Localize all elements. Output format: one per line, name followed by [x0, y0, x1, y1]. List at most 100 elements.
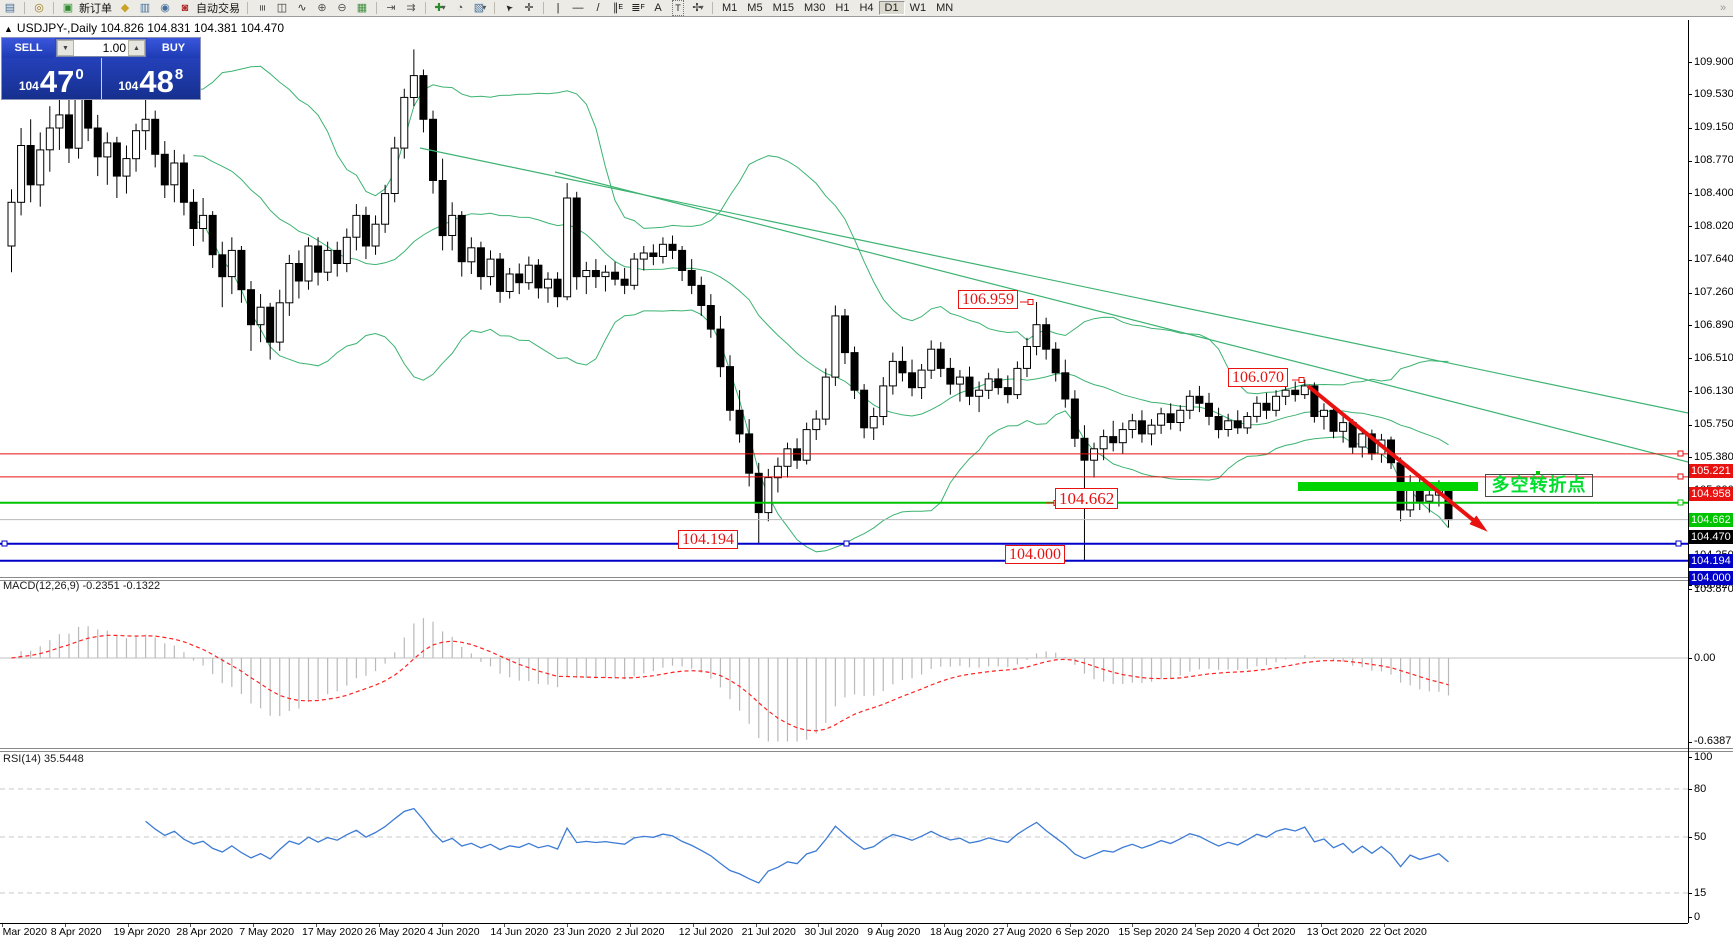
price-tick-label: 106.510 — [1694, 351, 1733, 364]
tf-mn[interactable]: MN — [936, 2, 954, 14]
date-label: 13 Oct 2020 — [1306, 926, 1365, 938]
price-tick-label: 105.750 — [1694, 418, 1733, 431]
time-tick — [1320, 924, 1322, 927]
panel-separator-rsi[interactable] — [0, 748, 1733, 752]
rsi-scale-label: 15 — [1694, 886, 1707, 899]
annotation-104662[interactable]: 104.662 — [1055, 488, 1119, 509]
text-icon[interactable]: A — [654, 2, 662, 14]
trendline-icon[interactable]: / — [596, 2, 600, 14]
rsi-scale-label: 100 — [1694, 750, 1713, 763]
tf-m1[interactable]: M1 — [722, 2, 738, 14]
text-label-icon[interactable]: T — [669, 0, 687, 16]
price-tick-label: 109.530 — [1694, 87, 1733, 100]
tf-m30[interactable]: M30 — [803, 2, 826, 14]
buy-price-big: 48 — [139, 64, 174, 99]
period-clock-icon[interactable]: ◔ — [456, 2, 464, 14]
tf-d1[interactable]: D1 — [878, 1, 905, 15]
time-tick — [1258, 924, 1259, 927]
pivot-annotation-handle[interactable] — [1536, 471, 1540, 475]
annotation-106959[interactable]: 106.959 — [958, 290, 1018, 309]
tile-windows-icon[interactable]: ▦ — [356, 2, 368, 14]
date-label: 6 Sep 2020 — [1055, 926, 1110, 938]
annotation-104194[interactable]: 104.194 — [678, 530, 738, 549]
toolbar-separator — [494, 2, 495, 14]
volume-stepper: ▼ ▲ — [56, 39, 146, 57]
axis-tick — [1688, 358, 1692, 360]
macd-panel-canvas[interactable] — [0, 579, 1688, 748]
pivot-text-annotation[interactable]: 多空转折点 — [1485, 474, 1593, 497]
tf-w1[interactable]: W1 — [909, 2, 927, 14]
toolbar-separator — [24, 2, 25, 14]
sell-price-button[interactable]: 104 47 0 — [2, 58, 102, 99]
axis-tick — [1688, 589, 1692, 591]
shapes-icon[interactable]: ✢ ▾ — [692, 2, 704, 14]
auto-scroll-icon[interactable]: ⇉ — [406, 2, 416, 14]
time-tick — [692, 924, 694, 927]
volume-input[interactable] — [74, 40, 128, 56]
sell-price-prefix: 104 — [18, 79, 39, 93]
date-label: 21 Jul 2020 — [741, 926, 796, 938]
zoom-out-icon[interactable]: ⊖ — [337, 2, 347, 14]
date-label: 28 Apr 2020 — [176, 926, 234, 938]
sell-button[interactable]: SELL — [2, 38, 55, 58]
autotrade-icon[interactable]: ◙ — [181, 2, 189, 14]
signal-icon[interactable]: ◉ — [160, 2, 170, 14]
axis-tick — [1688, 457, 1692, 459]
axis-tick — [1688, 757, 1692, 758]
buy-price-button[interactable]: 104 48 8 — [102, 58, 201, 99]
template-icon[interactable]: ▧ ▾ — [473, 2, 487, 14]
axis-tick — [1688, 62, 1692, 63]
rsi-panel-canvas[interactable] — [0, 752, 1688, 921]
time-tick — [1195, 924, 1197, 927]
vertical-line-icon[interactable]: | — [556, 2, 560, 14]
chart-window[interactable]: ▲ USDJPY-,Daily 104.826 104.831 104.381 1… — [0, 17, 1733, 938]
main-chart-canvas[interactable] — [0, 20, 1688, 577]
styles-bucket-icon[interactable]: ◆ — [120, 2, 130, 14]
horizontal-line-icon[interactable]: — — [572, 2, 584, 14]
time-tick — [567, 924, 569, 927]
sell-price-big: 47 — [39, 64, 75, 99]
zoom-in-icon[interactable]: ⊕ — [317, 2, 327, 14]
bar-chart-icon[interactable]: ≡ — [255, 4, 268, 12]
price-tick-label: 109.900 — [1694, 55, 1733, 68]
date-label: 4 Jun 2020 — [427, 926, 480, 938]
tf-m15[interactable]: M15 — [772, 2, 794, 14]
chart-window-icon[interactable]: ▤ — [4, 2, 16, 14]
tf-h1[interactable]: H1 — [835, 2, 850, 14]
cursor-icon[interactable]: ➤ — [502, 1, 516, 15]
date-label: 7 May 2020 — [239, 926, 295, 938]
date-label: 4 Oct 2020 — [1244, 926, 1296, 938]
volume-increase-button[interactable]: ▲ — [128, 40, 145, 56]
date-label: 22 Oct 2020 — [1369, 926, 1427, 938]
channel-icon[interactable]: ∥ E — [612, 2, 624, 14]
add-indicator-icon[interactable]: ✚ ▾ — [434, 2, 446, 14]
fibonacci-icon[interactable]: ≣ F — [631, 2, 645, 14]
price-tick-label: 109.150 — [1694, 121, 1733, 134]
price-badge-104.194: 104.194 — [1689, 553, 1733, 568]
toolbar-overflow-icon[interactable]: » — [1719, 2, 1727, 14]
chart-shift-icon[interactable]: ⇥ — [386, 2, 396, 14]
toolbar-separator — [543, 2, 544, 14]
annotation-106070[interactable]: 106.070 — [1228, 368, 1288, 387]
axis-tick — [1688, 160, 1692, 162]
tf-h4[interactable]: H4 — [859, 2, 874, 14]
preview-zoom-icon[interactable]: ◎ — [34, 2, 44, 14]
candle-chart-icon[interactable]: ◫ — [276, 2, 288, 14]
tf-m5[interactable]: M5 — [747, 2, 763, 14]
volume-decrease-button[interactable]: ▼ — [57, 40, 74, 56]
new-order-label[interactable]: 新订单 — [79, 3, 112, 15]
buy-price-sup: 8 — [174, 66, 184, 83]
line-chart-icon[interactable]: ∿ — [297, 2, 307, 14]
chart-shot-icon[interactable]: ▥ — [139, 2, 151, 14]
panel-separator-macd[interactable] — [0, 577, 1733, 581]
window-collapse-icon[interactable]: ▲ — [4, 24, 13, 34]
buy-button[interactable]: BUY — [147, 38, 200, 58]
crosshair-icon[interactable]: ✛ — [524, 2, 534, 14]
new-order-icon[interactable]: ▣ — [62, 2, 74, 14]
autotrade-label[interactable]: 自动交易 — [196, 3, 240, 15]
annotation-104000[interactable]: 104.000 — [1005, 545, 1065, 564]
toolbar-separator — [425, 2, 426, 14]
time-tick — [944, 924, 945, 927]
time-tick — [316, 924, 317, 927]
